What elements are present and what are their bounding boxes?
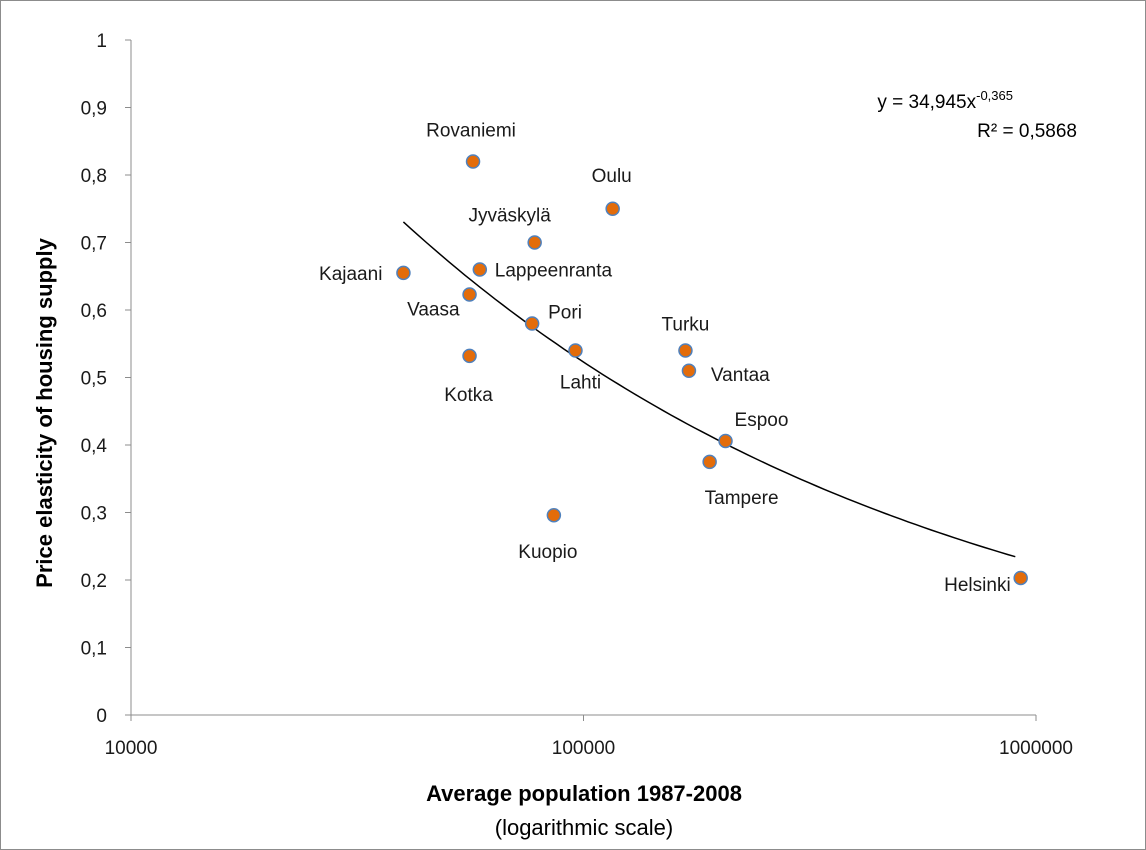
x-tick-label: 1000000 [999, 738, 1073, 759]
y-tick-label: 0,8 [81, 166, 107, 187]
point-label: Lappeenranta [495, 261, 613, 282]
data-point [527, 235, 542, 250]
equation-text: y = 34,945x-0,365 [877, 88, 1013, 113]
point-label: Jyväskylä [468, 206, 551, 227]
point-label: Helsinki [944, 575, 1011, 596]
trendline-equation: y = 34,945x-0,365 R² = 0,5868 [877, 88, 1077, 142]
point-label: Kajaani [319, 264, 382, 285]
x-axis-subtitle: (logarithmic scale) [495, 815, 674, 840]
y-tick-label: 0,1 [81, 639, 107, 660]
point-label: Vantaa [711, 365, 770, 386]
point-label: Rovaniemi [426, 121, 516, 142]
point-label: Kotka [444, 385, 493, 406]
trendline [402, 221, 1016, 558]
data-point [678, 343, 693, 358]
data-point [472, 262, 488, 277]
point-label: Pori [548, 303, 582, 324]
y-tick-label: 0,7 [81, 234, 107, 255]
y-tick-label: 0,4 [81, 436, 108, 457]
point-label: Oulu [592, 166, 632, 187]
point-label: Turku [662, 315, 710, 336]
y-axis-title: Price elasticity of housing supply [32, 237, 57, 587]
x-tick-label: 100000 [552, 738, 615, 759]
equation-exponent: -0,365 [976, 88, 1013, 103]
markers [396, 154, 1028, 586]
point-label: Vaasa [407, 299, 460, 320]
y-tick-label: 0,9 [81, 99, 107, 120]
data-point [462, 287, 477, 302]
data-point [681, 363, 697, 378]
data-point [462, 348, 477, 364]
data-point [524, 316, 540, 331]
data-point [605, 201, 620, 216]
data-point [568, 343, 583, 358]
x-axis-title: Average population 1987-2008 [426, 781, 742, 806]
y-tick-label: 0,6 [81, 301, 107, 322]
y-tick-label: 0,3 [81, 504, 107, 525]
equation-base: y = 34,945x [877, 92, 976, 113]
trendline-path [402, 221, 1016, 558]
point-label: Tampere [705, 488, 779, 509]
data-point [718, 433, 733, 449]
point-labels: Rovaniemi Oulu Jyväskylä Lappeenranta Kajaan… [319, 121, 1011, 596]
y-tick-label: 0 [96, 706, 107, 727]
y-tick-label: 0,2 [81, 571, 107, 592]
data-point [465, 154, 481, 169]
y-tick-label: 0,5 [81, 369, 107, 390]
axes: 0 0,1 0,2 0,3 0,4 0,5 0,6 0,7 0,8 0,9 1 10000 100000… [81, 31, 1073, 759]
x-tick-label: 10000 [105, 738, 158, 759]
r-squared-text: R² = 0,5868 [977, 121, 1077, 142]
data-point [1013, 570, 1028, 586]
data-point [702, 454, 717, 470]
point-label: Kuopio [518, 542, 577, 563]
point-label: Lahti [560, 373, 601, 394]
data-point [396, 265, 411, 281]
y-tick-label: 1 [96, 31, 107, 52]
axis-titles: Average population 1987-2008 (logarithmi… [32, 237, 742, 840]
point-label: Espoo [735, 410, 789, 431]
data-point [546, 507, 562, 523]
